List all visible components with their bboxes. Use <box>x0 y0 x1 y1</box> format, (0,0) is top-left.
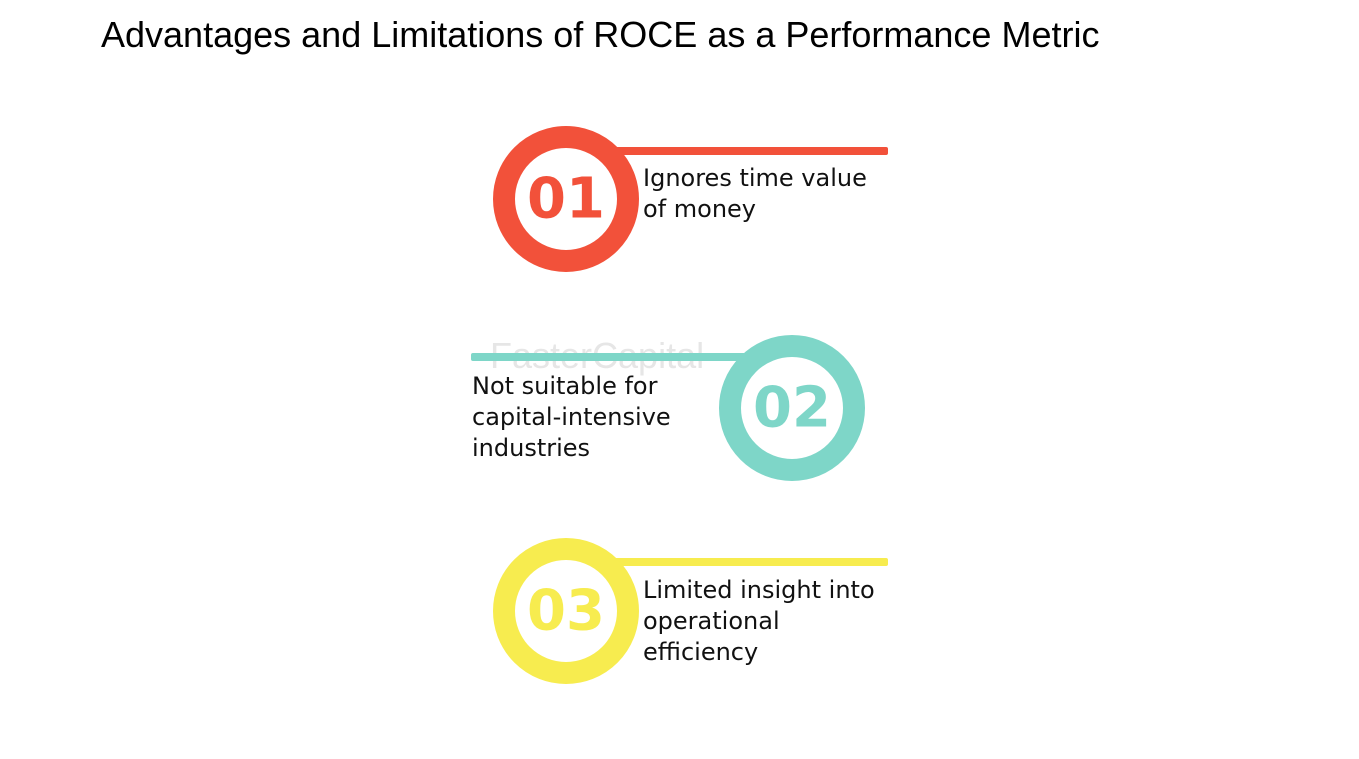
ring <box>719 335 865 481</box>
item-text: efficiency <box>643 638 758 666</box>
item-text: Ignores time value <box>643 164 867 192</box>
item-text: Not suitable for <box>472 372 658 400</box>
item-text: Limited insight into <box>643 576 875 604</box>
bar <box>600 558 888 566</box>
bar <box>600 147 888 155</box>
item-text: of money <box>643 195 756 223</box>
ring <box>493 538 639 684</box>
bar <box>471 353 760 361</box>
ring <box>493 126 639 272</box>
item-text: operational <box>643 607 780 635</box>
item-text: capital-intensive <box>472 403 671 431</box>
item-text: industries <box>472 434 590 462</box>
number: 02 <box>753 376 831 441</box>
number: 03 <box>527 579 605 644</box>
title: Advantages and Limitations of ROCE as a … <box>101 14 1099 55</box>
number: 01 <box>527 167 605 232</box>
